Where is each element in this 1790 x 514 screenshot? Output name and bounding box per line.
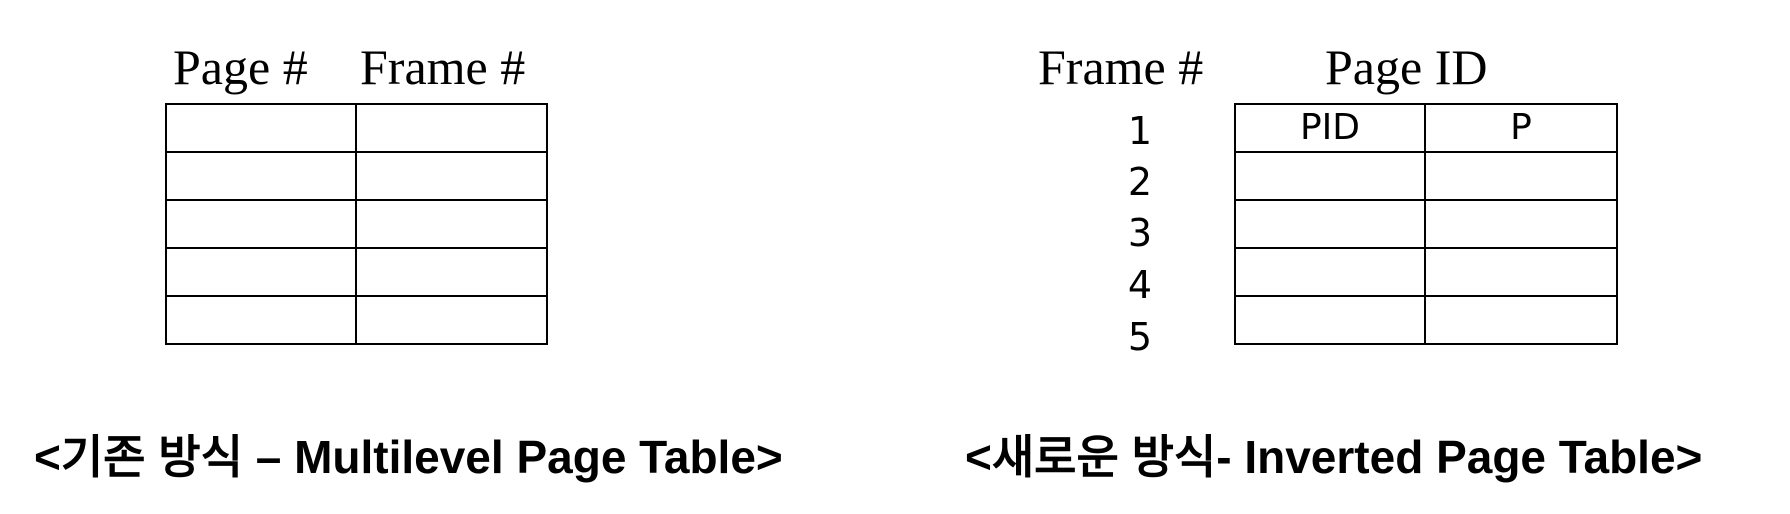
table-cell [355,199,548,249]
table-cell [165,151,357,201]
frame-number: 1 [1127,109,1153,153]
table-cell [1234,151,1426,201]
table-row [165,247,548,297]
table-cell [165,199,357,249]
frame-number: 2 [1127,160,1153,204]
multilevel-table [165,103,548,345]
table-row [1234,151,1618,201]
table-row [1234,199,1618,249]
inverted-header-page-id: Page ID [1325,39,1488,95]
table-cell [1424,151,1618,201]
table-cell [165,295,357,345]
table-cell [1234,295,1426,345]
table-cell [165,103,357,153]
multilevel-header-page: Page # [173,39,308,95]
multilevel-caption: <기존 방식 – Multilevel Page Table> [34,431,783,483]
table-cell [1424,295,1618,345]
frame-number: 4 [1127,263,1153,307]
table-cell [165,247,357,297]
table-row [165,151,548,201]
table-cell [1424,247,1618,297]
inverted-header-frame: Frame # [1038,39,1204,95]
table-row [1234,295,1618,345]
inverted-caption: <새로운 방식- Inverted Page Table> [965,431,1703,483]
table-cell [355,295,548,345]
frame-number: 3 [1127,211,1153,255]
table-cell [355,247,548,297]
table-cell [1424,199,1618,249]
table-cell-pid: PID [1234,103,1426,153]
frame-number: 5 [1127,315,1153,359]
table-row [165,103,548,153]
table-row [165,295,548,345]
table-row [165,199,548,249]
table-cell [355,151,548,201]
table-cell [1234,247,1426,297]
multilevel-header-frame: Frame # [360,39,526,95]
table-cell [355,103,548,153]
inverted-table: PID P [1234,103,1618,345]
table-cell [1234,199,1426,249]
table-cell-p: P [1424,103,1618,153]
table-row: PID P [1234,103,1618,153]
table-row [1234,247,1618,297]
